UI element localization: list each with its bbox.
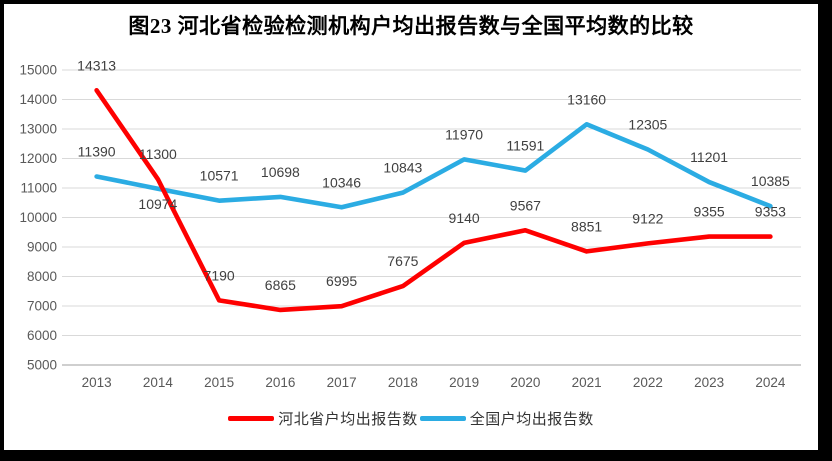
- x-tick-label: 2018: [388, 375, 418, 390]
- data-label-hebei: 9567: [510, 197, 541, 213]
- data-label-hebei: 7190: [204, 267, 235, 283]
- legend-label: 全国户均出报告数: [469, 411, 594, 428]
- data-label-hebei: 9355: [694, 204, 725, 220]
- legend-label: 河北省户均出报告数: [278, 411, 418, 428]
- y-tick-label: 8000: [27, 269, 57, 284]
- y-tick-label: 10000: [19, 210, 57, 225]
- data-label-hebei: 9122: [632, 210, 663, 226]
- legend-line-swatch-icon: [228, 416, 275, 421]
- x-tick-label: 2015: [204, 375, 234, 390]
- y-tick-label: 11000: [20, 181, 57, 196]
- x-tick-label: 2022: [633, 375, 663, 390]
- y-tick-label: 7000: [27, 299, 57, 314]
- x-tick-label: 2019: [449, 375, 479, 390]
- legend-item-hebei: 河北省户均出报告数: [228, 408, 418, 429]
- chart-title: 图23 河北省检验检测机构户均出报告数与全国平均数的比较: [128, 14, 694, 38]
- y-tick-label: 12000: [19, 151, 57, 166]
- data-label-hebei: 9353: [755, 204, 786, 220]
- x-tick-label: 2020: [510, 375, 540, 390]
- legend-item-national: 全国户均出报告数: [419, 408, 594, 429]
- x-tick-label: 2014: [143, 375, 174, 390]
- data-label-hebei: 9140: [449, 210, 480, 226]
- x-tick-label: 2013: [82, 375, 112, 390]
- x-tick-label: 2023: [694, 375, 724, 390]
- data-label-national: 10698: [261, 164, 300, 180]
- data-label-hebei: 7675: [387, 253, 418, 269]
- chart-legend: 河北省户均出报告数 全国户均出报告数: [4, 408, 818, 429]
- legend-line-swatch-icon: [419, 416, 466, 421]
- series-line-hebei: [94, 87, 773, 313]
- data-label-national: 11390: [78, 143, 116, 159]
- series-line-national: [94, 121, 773, 210]
- line-chart-canvas: 5000 6000 7000 8000 9000 10000 11000 12000 13000…: [19, 57, 801, 390]
- data-label-national: 13160: [567, 91, 606, 107]
- y-tick-label: 9000: [27, 240, 57, 255]
- y-tick-label: 15000: [19, 63, 57, 78]
- data-label-hebei: 8851: [571, 218, 602, 234]
- x-tick-label: 2017: [327, 375, 357, 390]
- data-label-national: 10571: [200, 168, 239, 184]
- data-label-hebei: 6995: [326, 273, 357, 289]
- data-label-national: 11591: [506, 138, 544, 154]
- data-label-national: 11201: [690, 149, 728, 165]
- y-tick-label: 14000: [19, 92, 57, 107]
- data-label-national: 10346: [322, 174, 361, 190]
- data-label-national: 11970: [445, 126, 483, 142]
- y-tick-label: 13000: [19, 122, 57, 137]
- data-label-hebei: 14313: [77, 57, 116, 73]
- x-tick-label: 2024: [755, 375, 786, 390]
- data-label-national: 10974: [138, 196, 177, 212]
- y-tick-label: 5000: [27, 358, 57, 373]
- x-tick-label: 2021: [572, 375, 602, 390]
- data-label-national: 12305: [628, 117, 667, 133]
- x-tick-label: 2016: [265, 375, 295, 390]
- data-label-national: 10385: [751, 173, 790, 189]
- data-label-hebei: 11300: [139, 146, 177, 162]
- y-tick-label: 6000: [27, 328, 57, 343]
- data-label-hebei: 6865: [265, 277, 296, 293]
- data-label-national: 10843: [383, 160, 422, 176]
